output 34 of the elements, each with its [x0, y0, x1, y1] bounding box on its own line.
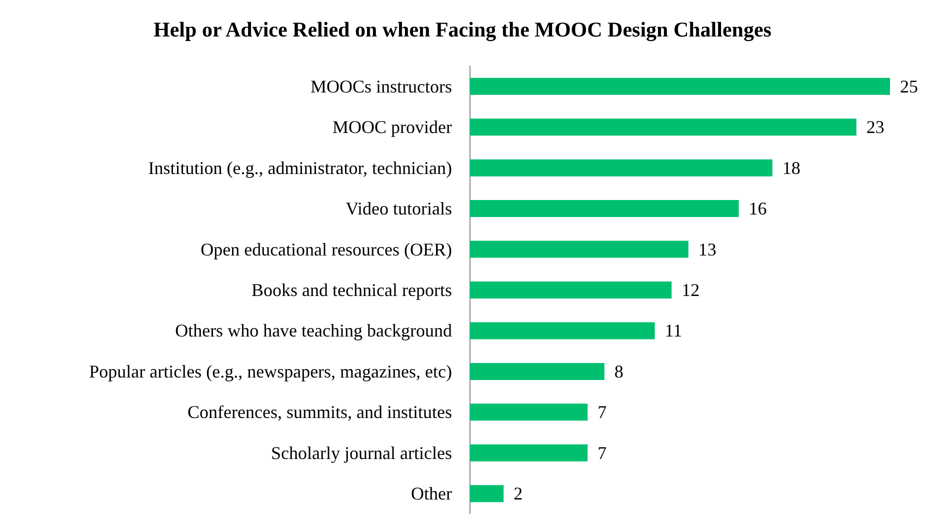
data-label: 12	[682, 280, 700, 300]
bar	[470, 322, 655, 340]
data-label: 7	[598, 402, 607, 422]
data-label: 8	[614, 361, 624, 382]
bar	[470, 200, 739, 218]
bar	[470, 240, 688, 258]
data-label: 11	[664, 320, 682, 341]
data-label: 16	[748, 198, 767, 219]
y-tick-label: Institution (e.g., administrator, technician)	[148, 158, 452, 178]
data-label: 13	[698, 239, 716, 260]
data-label: 2	[514, 484, 523, 504]
bar	[470, 118, 856, 136]
data-label: 18	[782, 158, 800, 178]
y-tick-label: Scholarly journal articles	[271, 442, 452, 463]
y-tick-label: MOOCs instructors	[310, 76, 452, 96]
bar	[470, 404, 588, 421]
bar	[470, 485, 504, 502]
bar	[470, 362, 604, 380]
data-label: 25	[900, 76, 918, 96]
y-tick-label: Others who have teaching background	[175, 320, 452, 341]
bar	[470, 444, 588, 462]
y-tick-label: Popular articles (e.g., newspapers, magazines, etc)	[89, 361, 452, 382]
y-tick-label: Books and technical reports	[252, 280, 452, 300]
y-tick-label: Other	[411, 484, 452, 504]
bar	[470, 159, 772, 176]
bar	[470, 282, 672, 298]
data-label: 23	[866, 117, 884, 138]
y-tick-label: Open educational resources (OER)	[200, 239, 452, 260]
y-tick-label: Conferences, summits, and institutes	[188, 402, 452, 422]
chart-title: Help or Advice Relied on when Facing the MOOC Design Challenges	[154, 18, 772, 42]
y-tick-label: MOOC provider	[332, 117, 452, 138]
data-label: 7	[598, 442, 607, 463]
y-tick-label: Video tutorials	[346, 198, 452, 219]
bar	[470, 78, 890, 95]
